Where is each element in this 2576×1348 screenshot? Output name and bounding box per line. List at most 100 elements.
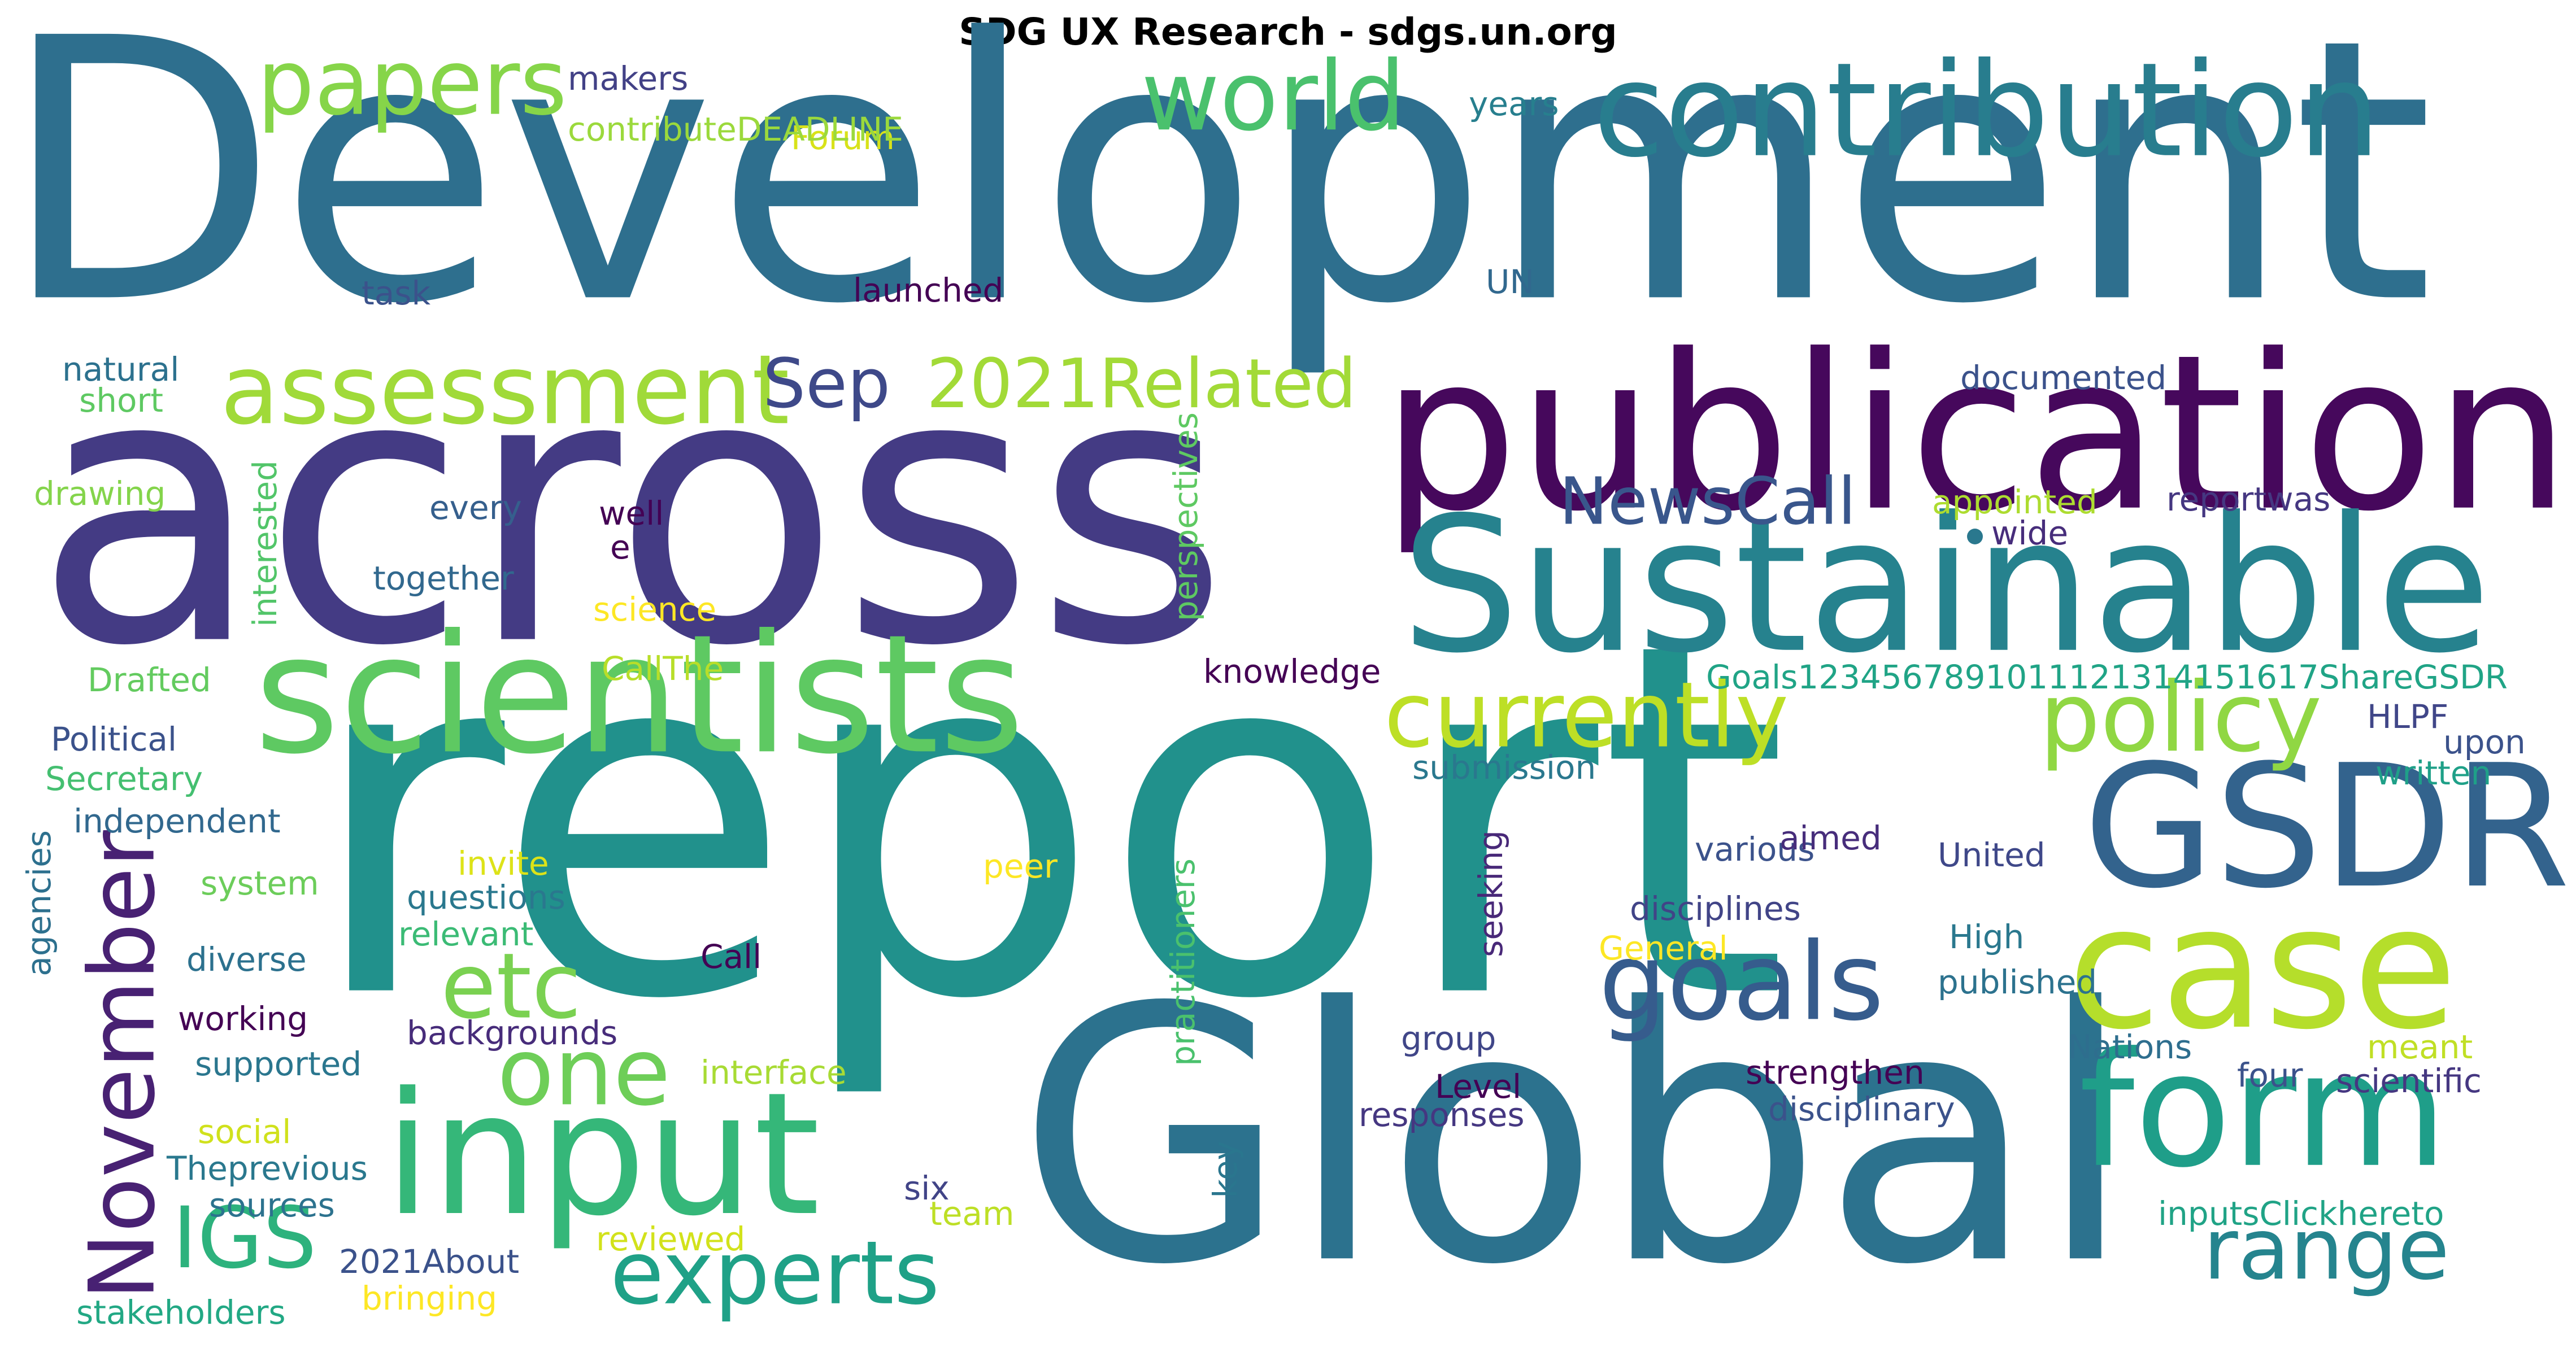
figure-title: SDG UX Research - sdgs.un.org (959, 10, 1617, 54)
word-54: upon (2443, 723, 2526, 761)
word-11: form (2079, 1019, 2448, 1203)
word-15: papers (257, 30, 567, 136)
dot-glyph (1967, 529, 1983, 544)
word-34: natural (62, 350, 179, 389)
word-57: written (2375, 754, 2491, 792)
word-8: GSDR (2083, 728, 2570, 926)
word-52: HLPF (2367, 697, 2448, 736)
word-92: sources (209, 1186, 335, 1224)
word-45: wide (1991, 514, 2068, 552)
word-74: practitioners (1164, 858, 1202, 1066)
word-88: disciplinary (1768, 1090, 1955, 1128)
word-97: 2021About (339, 1242, 519, 1281)
word-29: contributeDEADLINE (568, 110, 903, 149)
word-32: launched (853, 271, 1003, 309)
word-0: Development (0, 0, 2434, 382)
word-87: responses (1359, 1096, 1525, 1134)
word-25: 2021Related (926, 345, 1356, 424)
word-27: makers (568, 59, 688, 98)
word-20: one (497, 1018, 671, 1126)
word-59: agencies (20, 830, 58, 976)
word-86: Level (1435, 1067, 1521, 1106)
word-90: Theprevious (166, 1149, 368, 1188)
word-28: Forum (791, 119, 895, 157)
word-53: Political (51, 720, 177, 758)
word-19: range (2203, 1201, 2449, 1299)
word-49: knowledge (1203, 652, 1381, 691)
word-89: social (198, 1113, 291, 1151)
word-23: IGS (172, 1189, 317, 1288)
word-22: November (69, 830, 175, 1301)
word-84: four (2237, 1056, 2303, 1094)
word-30: years (1469, 85, 1559, 123)
word-43: appointed (1932, 483, 2098, 521)
word-12: assessment (220, 334, 790, 446)
word-38: perspectives (1167, 412, 1205, 621)
word-51: Goals1234567891011121314151617ShareGSDR (1706, 658, 2508, 696)
word-16: world (1141, 41, 1406, 152)
word-60: invite (458, 844, 549, 883)
word-68: disciplines (1630, 889, 1801, 928)
word-17: goals (1599, 919, 1884, 1044)
word-79: Nations (2068, 1028, 2192, 1066)
word-94: team (929, 1194, 1014, 1233)
word-44: reportwas (2166, 480, 2330, 518)
word-40: every (429, 488, 522, 527)
word-37: drawing (34, 474, 166, 513)
word-39: interested (246, 460, 284, 627)
word-58: independent (73, 802, 281, 840)
word-6: scientists (254, 600, 1024, 790)
word-14: policy (2039, 662, 2322, 774)
word-93: six (904, 1169, 950, 1207)
word-76: working (178, 1000, 308, 1038)
word-66: questions (407, 878, 565, 917)
word-71: General (1599, 929, 1728, 967)
word-99: bringing (362, 1279, 497, 1318)
word-46: together (373, 559, 514, 597)
word-63: peer (983, 847, 1058, 885)
word-35: short (79, 381, 163, 420)
word-9: case (2068, 870, 2457, 1067)
word-26: NewsCall (1559, 464, 1856, 539)
word-13: currently (1384, 662, 1789, 768)
word-10: input (384, 1056, 820, 1253)
word-73: Call (700, 937, 762, 976)
word-91: key (1206, 1141, 1245, 1198)
word-24: Sep (763, 345, 890, 424)
word-96: reviewed (596, 1220, 745, 1258)
word-33: UN (1486, 263, 1534, 301)
word-85: scientific (2336, 1062, 2482, 1100)
word-78: group (1401, 1019, 1496, 1058)
word-69: relevant (398, 915, 533, 953)
word-65: system (201, 864, 319, 902)
word-95: inputsClickhereto (2158, 1194, 2444, 1233)
word-47: science (593, 590, 716, 629)
word-4: publication (1382, 308, 2570, 559)
word-80: meant (2367, 1028, 2473, 1066)
word-1: across (34, 293, 1229, 727)
word-98: stakeholders (76, 1293, 286, 1332)
word-67: seeking (1472, 830, 1510, 957)
word-61: various (1695, 830, 1814, 869)
word-81: supported (195, 1045, 362, 1083)
word-5: Sustainable (1401, 477, 2491, 694)
word-62: United (1938, 836, 2046, 874)
word-48: CallThe (602, 649, 724, 688)
word-3: Global (1017, 934, 2134, 1341)
word-82: interface (700, 1053, 847, 1092)
word-31: task (362, 274, 431, 312)
word-83: strengthen (1746, 1053, 1925, 1092)
word-36: documented (1960, 359, 2166, 397)
word-56: submission (1412, 748, 1596, 787)
word-18: experts (610, 1222, 939, 1324)
word-42: e (610, 528, 630, 566)
word-70: diverse (186, 940, 307, 979)
word-21: etc (441, 933, 581, 1039)
word-75: published (1938, 963, 2097, 1001)
word-7: contribution (1593, 36, 2381, 186)
word-64: aimed (1779, 819, 1882, 857)
word-50: Drafted (88, 661, 211, 699)
word-72: High (1949, 918, 2024, 956)
